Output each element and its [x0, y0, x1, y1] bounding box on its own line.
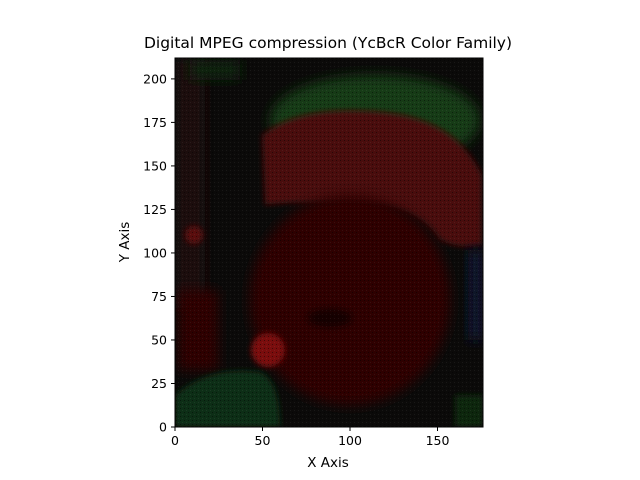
x-axis-ticks: 0 50 100 150: [171, 427, 449, 448]
y-tick-label: 0: [159, 420, 167, 435]
y-tick-label: 50: [151, 332, 167, 347]
x-tick-label: 50: [255, 433, 271, 448]
x-tick-label: 100: [338, 433, 362, 448]
y-axis-label: Y Axis: [117, 222, 133, 264]
y-tick-label: 100: [143, 245, 167, 260]
y-tick-label: 75: [151, 289, 167, 304]
compression-texture: [175, 58, 483, 427]
x-tick-label: 0: [171, 433, 179, 448]
heatmap-image: [175, 58, 483, 427]
plot-frame: [174, 57, 484, 428]
x-tick-label: 150: [426, 433, 450, 448]
y-tick-label: 25: [151, 376, 167, 391]
chart-title: Digital MPEG compression (YcBcR Color Fa…: [144, 34, 512, 52]
y-axis-ticks: 0 25 50 75 100 125 150 175 200: [143, 71, 175, 435]
y-tick-label: 125: [143, 202, 167, 217]
y-tick-label: 150: [143, 158, 167, 173]
x-axis-label: X Axis: [307, 455, 349, 471]
y-tick-label: 200: [143, 71, 167, 86]
y-tick-label: 175: [143, 115, 167, 130]
